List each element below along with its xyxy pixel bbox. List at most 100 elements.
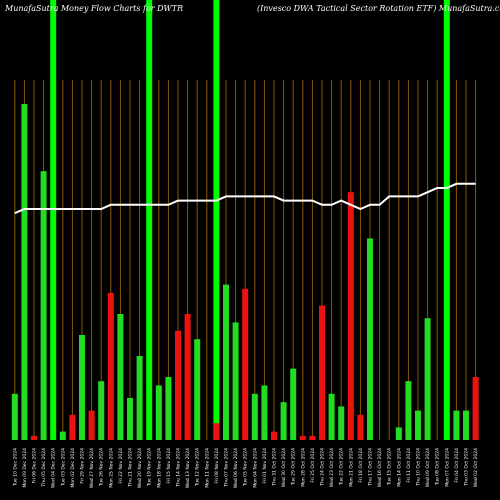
money-flow-bar-46: [453, 410, 460, 440]
money-flow-bar-15: [155, 385, 162, 440]
money-flow-bar-5: [59, 431, 66, 440]
highlight-column-14: [146, 0, 153, 440]
x-tick-label-17: Thu 14 Nov 2024: [176, 448, 182, 488]
x-tick-label-4: Wed 04 Dec 2024: [51, 448, 57, 488]
x-tick-label-1: Mon 09 Dec 2024: [22, 448, 28, 488]
money-flow-bar-19: [194, 339, 201, 440]
money-flow-bar-42: [415, 410, 421, 440]
money-flow-bar-48: [472, 377, 479, 440]
money-flow-bar-36: [357, 414, 364, 440]
money-flow-bar-21: [213, 423, 220, 440]
x-tick-label-32: Thu 24 Oct 2024: [320, 448, 326, 487]
x-tick-label-26: Fri 01 Nov 2024: [262, 448, 268, 484]
x-tick-label-31: Fri 25 Oct 2024: [310, 448, 316, 483]
x-tick-label-29: Tue 29 Oct 2024: [291, 448, 297, 486]
money-flow-bar-18: [184, 314, 191, 440]
money-flow-bar-23: [232, 322, 239, 440]
x-tick-label-2: Fri 06 Dec 2024: [32, 448, 38, 484]
x-tick-label-8: Wed 27 Nov 2024: [89, 448, 95, 488]
money-flow-bar-47: [463, 410, 469, 440]
money-flow-bar-28: [280, 402, 287, 440]
x-tick-label-23: Wed 06 Nov 2024: [233, 448, 239, 488]
x-tick-label-35: Mon 21 Oct 2024: [348, 448, 354, 487]
money-flow-bar-41: [405, 381, 412, 440]
x-tick-label-5: Tue 03 Dec 2024: [60, 448, 66, 487]
price-line: [14, 182, 476, 215]
x-tick-label-30: Mon 28 Oct 2024: [300, 448, 306, 487]
money-flow-bar-16: [165, 377, 172, 440]
money-flow-bar-40: [395, 427, 402, 440]
chart-title-left: MunafaSutra Money Flow Charts for DWTR: [4, 4, 183, 13]
money-flow-bar-43: [424, 318, 431, 440]
x-axis-tick-labels: Tue 10 Dec 2024 Mon 09 Dec 2024 Fri 06 Dec…: [12, 448, 479, 488]
x-tick-label-15: Mon 18 Nov 2024: [156, 448, 162, 488]
money-flow-bar-25: [251, 393, 258, 440]
x-tick-label-33: Wed 23 Oct 2024: [329, 448, 335, 487]
money-flow-bar-1: [21, 104, 28, 440]
x-tick-label-34: Tue 22 Oct 2024: [339, 448, 345, 486]
x-tick-label-43: Wed 09 Oct 2024: [425, 448, 431, 487]
x-tick-label-36: Fri 18 Oct 2024: [358, 448, 364, 483]
money-flow-bar-10: [107, 293, 114, 440]
highlight-column-21: [213, 0, 220, 440]
money-flow-bar-26: [261, 385, 268, 440]
x-tick-label-19: Tue 12 Nov 2024: [195, 448, 201, 487]
money-flow-bar-0: [11, 393, 18, 440]
x-tick-label-27: Thu 31 Oct 2024: [272, 448, 278, 487]
x-tick-label-21: Fri 08 Nov 2024: [214, 448, 220, 484]
money-flow-bar-3: [40, 171, 47, 440]
highlight-column-4: [50, 0, 57, 440]
x-tick-label-45: Mon 07 Oct 2024: [444, 448, 450, 487]
x-tick-label-41: Fri 11 Oct 2024: [406, 448, 412, 483]
money-flow-bar-29: [290, 368, 297, 440]
money-flow-bar-32: [319, 305, 325, 440]
money-flow-bar-22: [223, 284, 229, 440]
money-flow-bar-7: [79, 335, 85, 440]
money-flow-bars: [11, 104, 479, 440]
money-flow-bar-30: [299, 435, 306, 440]
x-tick-label-16: Fri 15 Nov 2024: [166, 448, 172, 484]
x-tick-label-18: Wed 13 Nov 2024: [185, 448, 191, 488]
highlight-column-45: [443, 0, 450, 440]
x-tick-label-14: Tue 19 Nov 2024: [147, 448, 153, 487]
x-tick-label-48: Wed 02 Oct 2024: [473, 448, 479, 487]
x-tick-label-25: Mon 04 Nov 2024: [252, 448, 258, 488]
x-tick-label-7: Fri 29 Nov 2024: [80, 448, 86, 484]
money-flow-bar-2: [31, 435, 37, 440]
money-flow-bar-9: [98, 381, 105, 440]
x-tick-label-20: Mon 11 Nov 2024: [204, 448, 210, 488]
x-tick-label-9: Tue 26 Nov 2024: [99, 448, 105, 487]
money-flow-bar-31: [309, 435, 316, 440]
money-flow-bar-6: [69, 414, 76, 440]
x-tick-label-22: Thu 07 Nov 2024: [224, 448, 230, 488]
money-flow-bar-37: [367, 238, 373, 440]
x-tick-label-13: Wed 20 Nov 2024: [137, 448, 143, 488]
x-tick-label-44: Tue 08 Oct 2024: [435, 448, 441, 486]
x-tick-label-10: Mon 25 Nov 2024: [108, 448, 114, 488]
money-flow-bar-27: [271, 431, 277, 440]
money-flow-bar-35: [347, 192, 354, 440]
x-tick-label-39: Tue 15 Oct 2024: [387, 448, 393, 486]
x-tick-label-37: Thu 17 Oct 2024: [368, 448, 374, 487]
money-flow-bar-34: [338, 406, 345, 440]
money-flow-bar-13: [136, 356, 143, 440]
money-flow-bar-33: [328, 393, 335, 440]
money-flow-bar-11: [117, 314, 124, 440]
x-tick-label-28: Wed 30 Oct 2024: [281, 448, 287, 487]
chart-title-right: (Invesco DWA Tactical Sector Rotation ET…: [257, 4, 500, 13]
x-tick-label-46: Fri 04 Oct 2024: [454, 448, 460, 483]
money-flow-bar-8: [88, 410, 95, 440]
x-tick-label-24: Tue 05 Nov 2024: [243, 448, 249, 487]
x-tick-label-42: Thu 10 Oct 2024: [416, 448, 422, 487]
money-flow-bar-17: [175, 330, 181, 440]
money-flow-bar-12: [127, 398, 133, 440]
x-tick-label-38: Wed 16 Oct 2024: [377, 448, 383, 487]
x-tick-label-6: Mon 02 Dec 2024: [70, 448, 76, 488]
money-flow-bar-24: [242, 288, 249, 440]
x-tick-label-0: Tue 10 Dec 2024: [12, 448, 18, 487]
x-tick-label-47: Thu 03 Oct 2024: [464, 448, 470, 487]
x-tick-label-11: Fri 22 Nov 2024: [118, 448, 124, 484]
x-tick-label-12: Thu 21 Nov 2024: [128, 448, 134, 488]
x-tick-label-40: Mon 14 Oct 2024: [396, 448, 402, 487]
